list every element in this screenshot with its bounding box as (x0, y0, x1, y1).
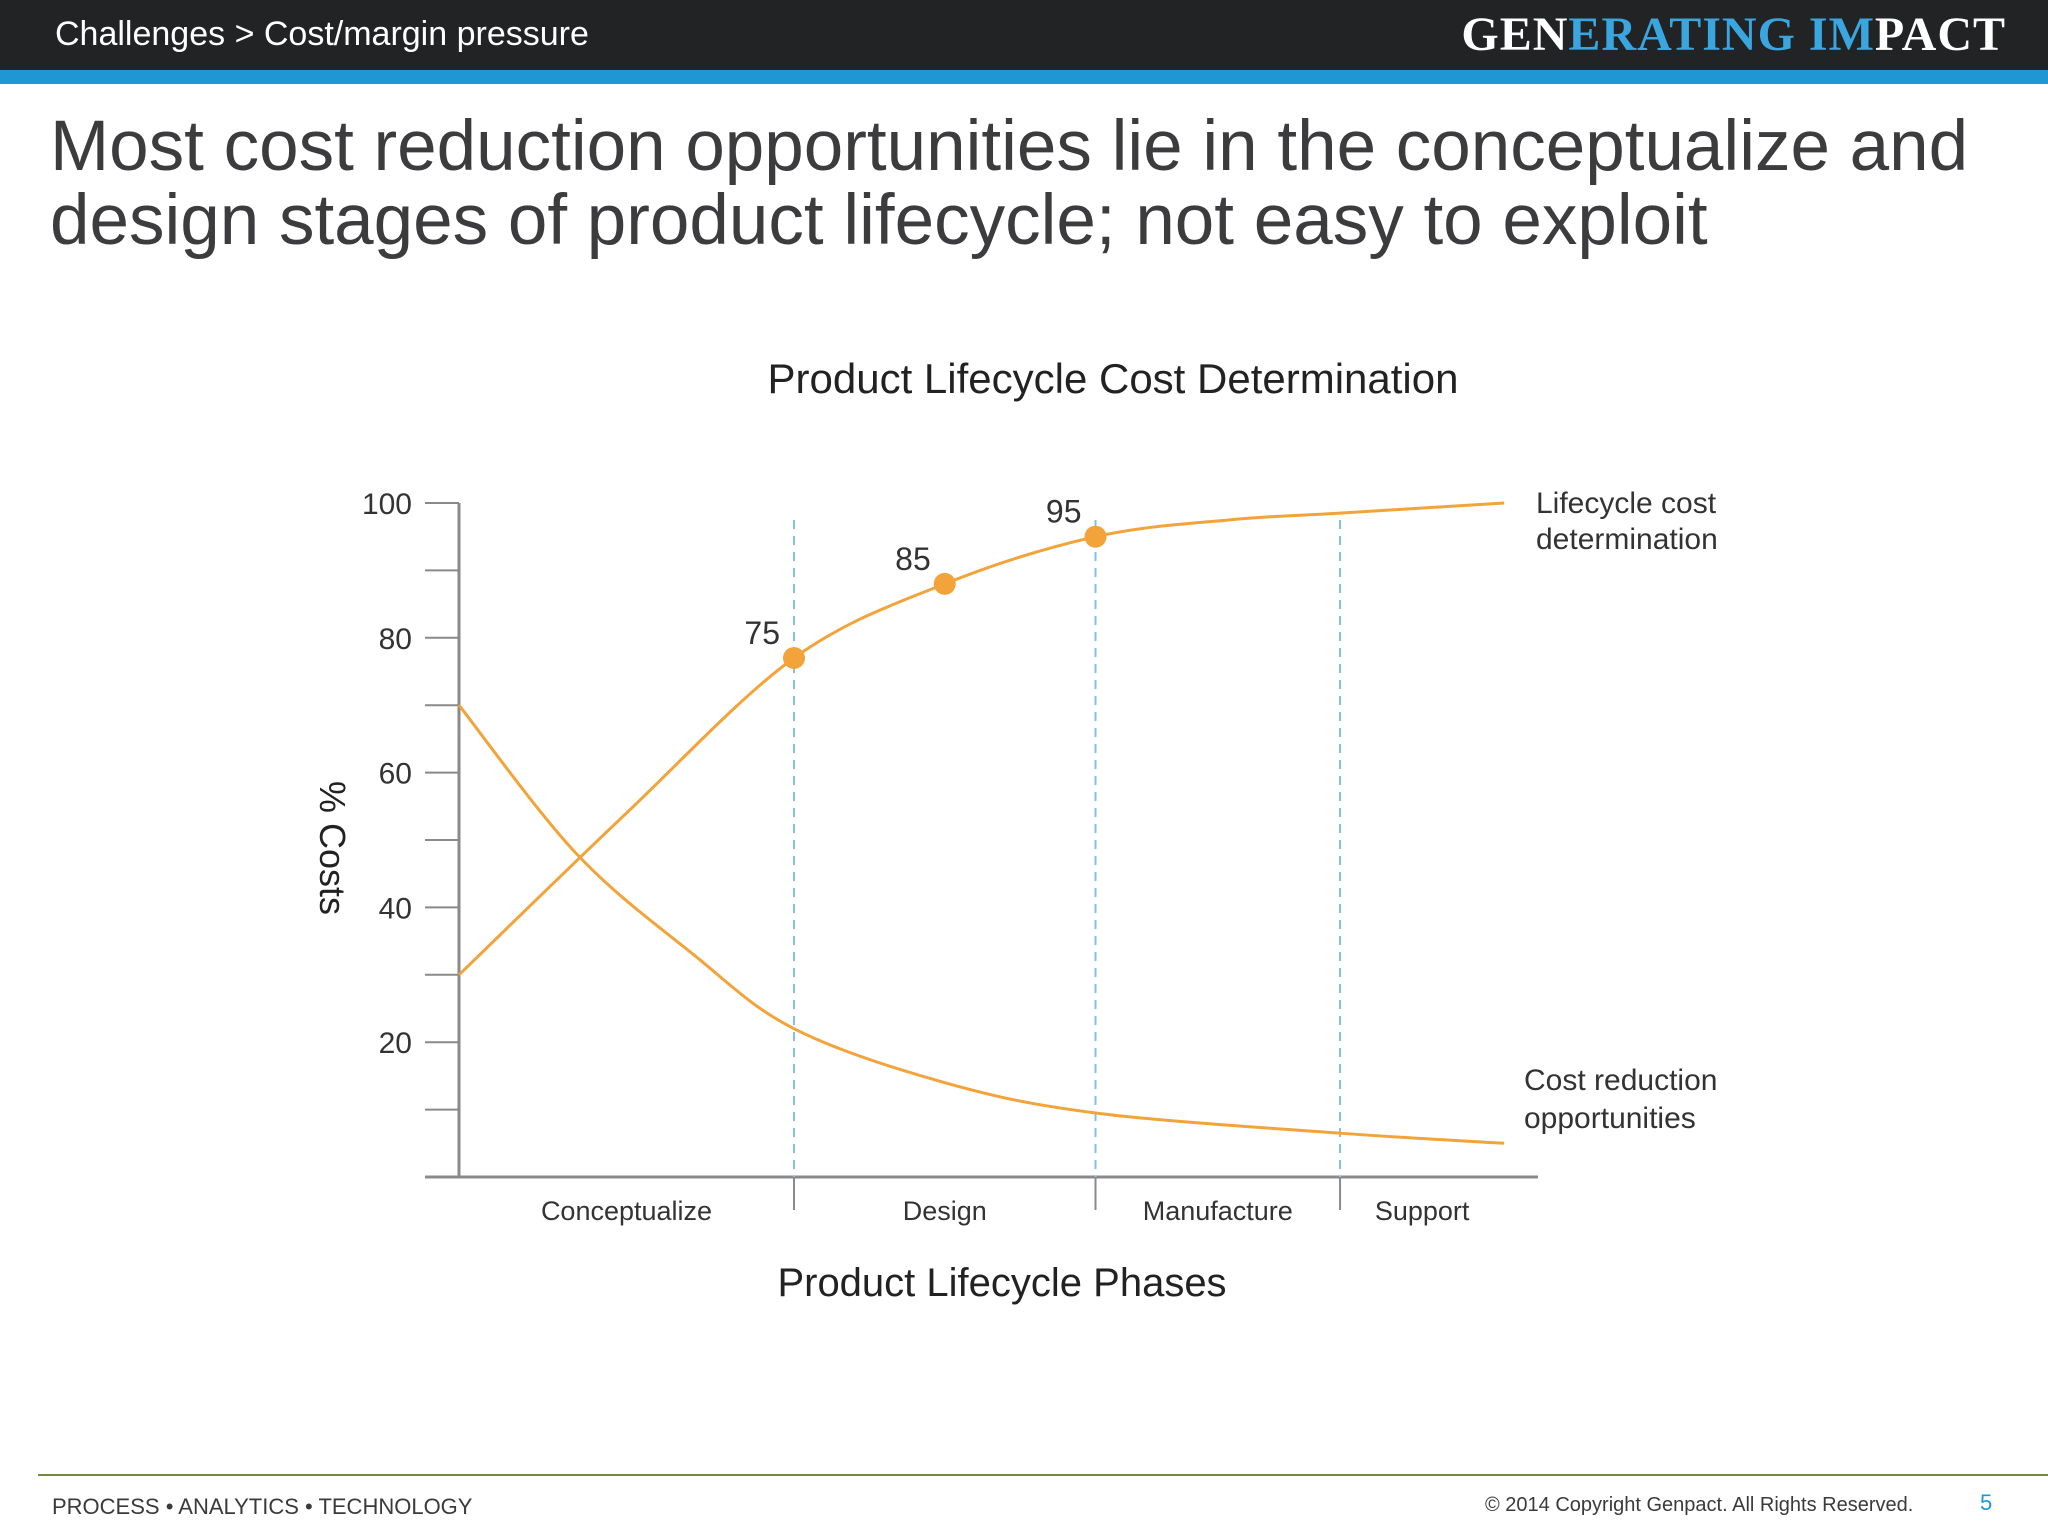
data-point-label: 85 (895, 541, 931, 577)
logo-part-3: PACT (1874, 8, 2006, 61)
breadcrumb: Challenges > Cost/margin pressure (55, 15, 589, 53)
series-line-lifecycle (457, 501, 1505, 976)
footer-copyright: © 2014 Copyright Genpact. All Rights Res… (1485, 1494, 1914, 1516)
data-point-label: 95 (1046, 494, 1082, 530)
x-phase-label: Support (1375, 1196, 1470, 1226)
footer-divider (38, 1474, 2048, 1476)
y-tick-label: 60 (379, 758, 412, 791)
x-phase-label: Manufacture (1143, 1196, 1293, 1226)
data-point-marker (783, 647, 805, 670)
series-label-lifecycle-line-1: Lifecycle cost (1536, 487, 1717, 520)
x-phase-label: Design (903, 1196, 987, 1226)
data-point-marker (933, 572, 956, 595)
series-label-cost-reduction-line-2: opportunities (1524, 1102, 1696, 1135)
header-bar: Challenges > Cost/margin pressure GENERA… (0, 0, 2048, 70)
logo-part-2: ERATING IM (1568, 8, 1875, 61)
y-axis-label: % Costs (312, 781, 353, 915)
x-axis-label: Product Lifecycle Phases (777, 1261, 1226, 1305)
slide-headline: Most cost reduction opportunities lie in… (50, 110, 2010, 258)
y-tick-label: 80 (379, 623, 412, 656)
y-tick-label: 40 (379, 892, 412, 925)
y-tick-label: 20 (379, 1027, 412, 1060)
data-point-marker (1084, 525, 1107, 548)
page-number: 5 (1980, 1490, 1993, 1515)
series-line-cost-reduction (457, 704, 1505, 1145)
data-point-label: 75 (744, 615, 780, 651)
x-phase-label: Conceptualize (541, 1196, 712, 1226)
headline-line-2: design stages of product lifecycle; not … (50, 181, 1708, 260)
series-label-cost-reduction-line-1: Cost reduction (1524, 1064, 1717, 1097)
y-tick-label: 100 (362, 488, 412, 521)
headline-line-1: Most cost reduction opportunities lie in… (50, 107, 1969, 186)
chart-title: Product Lifecycle Cost Determination (768, 355, 1459, 402)
series-label-lifecycle-line-2: determination (1536, 523, 1718, 556)
genpact-logo: GENERATING IMPACT (1461, 8, 2006, 62)
logo-part-1: GEN (1461, 8, 1569, 61)
header-accent-stripe (0, 70, 2048, 84)
footer-tagline: PROCESS • ANALYTICS • TECHNOLOGY (52, 1494, 473, 1519)
